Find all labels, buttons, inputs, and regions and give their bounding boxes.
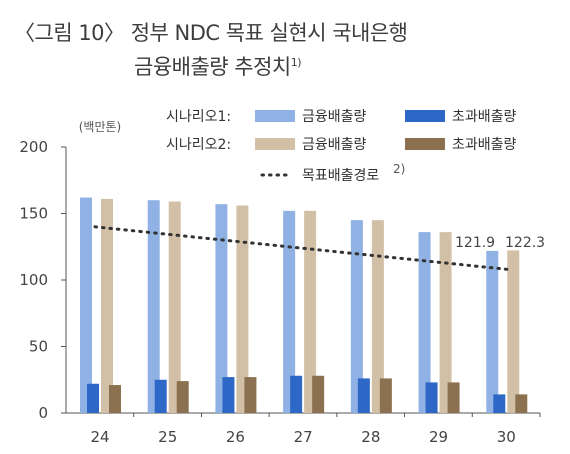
data-label-s2-30: 122.3 (505, 235, 545, 251)
legend-swatch-s1-finance (255, 110, 295, 122)
y-tick-label: 200 (19, 138, 48, 156)
legend-scenario2-label: 시나리오2: (166, 137, 231, 153)
bar-series-2-27 (290, 375, 303, 413)
bar-series-1-26 (236, 205, 249, 413)
y-tick-label: 0 (38, 404, 48, 422)
x-tick-label: 26 (226, 428, 245, 446)
bar-series-1-25 (168, 201, 181, 413)
x-tick-label: 24 (90, 428, 109, 446)
data-label-s1-30: 121.9 (455, 235, 495, 251)
y-tick-label: 150 (19, 205, 48, 223)
bar-series-0-30 (486, 250, 499, 413)
target-path-line (93, 225, 509, 271)
bar-series-1-29 (439, 232, 452, 413)
title-line-2-text: 금융배출량 추정치 (134, 55, 291, 79)
legend-swatch-s2-finance (255, 138, 295, 150)
x-tick-label: 27 (294, 428, 313, 446)
bar-series-1-24 (101, 198, 113, 413)
legend-label-s2-finance: 금융배출량 (302, 137, 367, 153)
x-tick-label: 28 (361, 428, 380, 446)
bar-series-2-26 (222, 377, 235, 413)
bar-series-3-30 (515, 394, 528, 413)
legend-target-footnote: 2) (393, 162, 405, 176)
legend-label-s2-excess: 초과배출량 (452, 137, 517, 153)
bar-series-1-30 (507, 250, 520, 413)
legend-label-target: 목표배출경로 (302, 168, 379, 184)
bar-series-0-25 (147, 200, 160, 413)
x-tick-label: 29 (429, 428, 448, 446)
chart-title: 〈그림 10〉 정부 NDC 목표 실현시 국내은행 금융배출량 추정치1) (14, 18, 408, 82)
x-tick-label: 30 (497, 428, 516, 446)
legend-label-s1-excess: 초과배출량 (452, 109, 517, 125)
y-tick-label: 100 (19, 271, 48, 289)
bar-series-0-26 (215, 204, 228, 413)
bar-series-1-27 (304, 210, 317, 413)
bar-series-0-28 (350, 220, 363, 413)
x-tick-label: 25 (158, 428, 177, 446)
bar-series-3-29 (447, 382, 460, 413)
legend-label-s1-finance: 금융배출량 (302, 109, 367, 125)
bar-series-3-26 (244, 377, 257, 413)
bar-series-2-28 (357, 378, 370, 413)
y-tick-label: 50 (29, 338, 48, 356)
title-line-2: 금융배출량 추정치1) (14, 48, 407, 82)
title-footnote: 1) (290, 56, 302, 69)
bar-series-2-30 (493, 394, 506, 413)
bar-series-1-28 (371, 220, 384, 413)
bar-series-0-24 (80, 197, 92, 413)
bar-series-0-27 (283, 210, 296, 413)
legend-scenario1-label: 시나리오1: (166, 109, 231, 125)
bar-series-0-29 (418, 232, 431, 413)
bar-series-3-27 (312, 375, 325, 413)
legend-swatch-s2-excess (405, 138, 445, 150)
bar-series-2-24 (87, 383, 99, 413)
legend-swatch-s1-excess (405, 110, 445, 122)
title-line-1: 〈그림 10〉 정부 NDC 목표 실현시 국내은행 (14, 21, 408, 45)
bar-series-2-29 (425, 382, 438, 413)
bar-series-3-25 (176, 381, 189, 413)
bar-series-3-28 (379, 378, 392, 413)
bar-series-2-25 (154, 379, 167, 413)
bar-series-3-24 (109, 385, 121, 413)
y-unit-label: (백만톤) (79, 120, 121, 134)
